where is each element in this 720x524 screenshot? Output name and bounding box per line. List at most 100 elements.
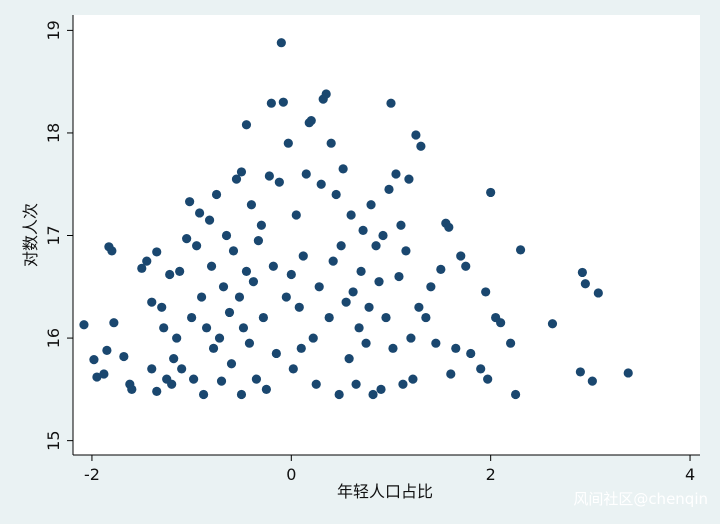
scatter-point <box>515 245 526 255</box>
scatter-point <box>167 379 177 389</box>
scatter-point <box>281 292 291 302</box>
scatter-point <box>234 292 245 302</box>
scatter-point <box>208 343 219 353</box>
scatter-point <box>416 141 426 151</box>
scatter-point <box>431 338 441 348</box>
scatter-point <box>224 307 235 318</box>
scatter-point <box>189 374 199 384</box>
scatter-point <box>311 379 321 389</box>
scatter-point <box>486 187 496 198</box>
scatter-point <box>248 277 259 287</box>
scatter-point <box>336 241 346 251</box>
scatter-point <box>426 282 436 292</box>
scatter-point <box>341 297 351 307</box>
scatter-point <box>216 376 227 386</box>
scatter-point <box>268 261 278 271</box>
scatter-point <box>421 312 431 323</box>
scatter-point <box>348 287 358 297</box>
scatter-point <box>152 247 162 257</box>
scatter-point <box>346 210 356 220</box>
scatter-point <box>587 376 597 386</box>
scatter-point <box>251 374 262 384</box>
scatter-point <box>296 343 306 353</box>
scatter-point <box>414 302 424 312</box>
scatter-point <box>109 318 119 328</box>
scatter-point <box>187 312 197 323</box>
scatter-point <box>253 236 264 246</box>
scatter-point <box>119 351 129 362</box>
scatter-point <box>506 338 516 348</box>
scatter-point <box>276 38 286 48</box>
scatter-point <box>214 333 225 343</box>
scatter-point <box>142 256 152 266</box>
scatter-point <box>361 338 371 348</box>
scatter-point <box>364 302 374 312</box>
scatter-point <box>406 333 416 343</box>
scatter-point <box>147 297 157 307</box>
scatter-point <box>328 256 338 266</box>
y-tick-label: 16 <box>44 328 63 348</box>
scatter-point <box>218 282 229 292</box>
y-tick-label: 17 <box>44 225 63 245</box>
x-tick-label: 2 <box>486 465 496 484</box>
scatter-point <box>185 197 195 207</box>
scatter-point <box>580 279 590 289</box>
scatter-point <box>99 369 109 379</box>
scatter-point <box>326 138 336 148</box>
scatter-point <box>358 225 368 235</box>
scatter-point <box>436 264 446 274</box>
x-tick-label: -2 <box>84 465 100 484</box>
scatter-point <box>444 222 454 232</box>
scatter-point <box>577 267 587 278</box>
scatter-point <box>338 164 348 174</box>
scatter-point <box>298 251 308 261</box>
scatter-point <box>456 251 466 261</box>
scatter-point <box>286 269 296 280</box>
scatter-point <box>278 97 288 107</box>
scatter-point <box>236 389 247 400</box>
scatter-point <box>374 277 384 287</box>
scatter-point <box>157 302 167 312</box>
scatter-point <box>258 312 268 323</box>
scatter-point <box>261 384 271 394</box>
scatter-point <box>388 343 398 353</box>
scatter-point <box>152 386 162 397</box>
scatter-point <box>381 312 391 323</box>
scatter-point <box>266 98 276 108</box>
scatter-point <box>288 364 298 374</box>
scatter-point <box>79 320 89 330</box>
scatter-point <box>165 269 175 280</box>
scatter-point <box>196 292 207 302</box>
scatter-point <box>401 246 411 256</box>
scatter-point <box>238 323 249 333</box>
scatter-point <box>241 120 252 130</box>
scatter-point <box>246 200 257 210</box>
scatter-point <box>575 367 585 377</box>
scatter-point <box>321 89 331 99</box>
scatter-point <box>483 374 493 384</box>
scatter-point <box>194 208 205 218</box>
scatter-point <box>177 364 187 374</box>
scatter-point <box>368 389 378 400</box>
scatter-point <box>306 116 316 126</box>
scatter-point <box>398 379 408 389</box>
scatter-point <box>461 261 471 271</box>
scatter-point <box>127 384 137 394</box>
scatter-point <box>394 271 404 282</box>
scatter-point <box>221 230 232 241</box>
scatter-point <box>175 266 185 277</box>
scatter-point <box>294 302 304 312</box>
scatter-point <box>476 364 486 374</box>
scatter-point <box>334 389 344 400</box>
scatter-point <box>211 189 222 200</box>
scatter-point <box>331 189 341 200</box>
x-tick-label: 4 <box>685 465 695 484</box>
scatter-point <box>593 288 603 298</box>
scatter-point <box>283 138 293 148</box>
scatter-point <box>244 338 255 348</box>
scatter-point <box>386 98 396 108</box>
scatter-point <box>451 343 461 353</box>
scatter-point <box>316 179 326 189</box>
y-tick-label: 15 <box>44 430 63 450</box>
scatter-point <box>204 215 215 225</box>
